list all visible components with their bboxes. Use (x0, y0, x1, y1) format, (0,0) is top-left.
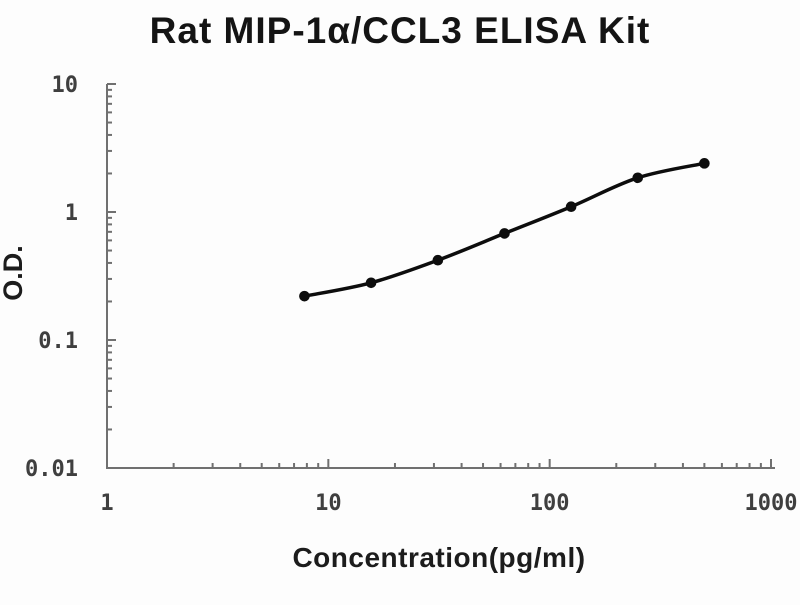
chart-title: Rat MIP-1α/CCL3 ELISA Kit (149, 10, 651, 51)
data-point-marker (299, 290, 310, 302)
x-tick-label: 1 (100, 491, 113, 516)
y-tick-label: 10 (52, 73, 79, 98)
y-tick-label: 0.01 (25, 457, 78, 482)
data-point-marker (699, 158, 710, 169)
data-point-marker (499, 228, 510, 239)
y-tick-label: 1 (65, 201, 78, 226)
y-axis-title: O.D. (0, 245, 28, 301)
data-point-marker (432, 254, 444, 266)
data-point-marker (632, 172, 644, 184)
x-tick-label: 100 (530, 491, 570, 516)
x-tick-label: 10 (315, 491, 342, 516)
data-point-marker (565, 201, 577, 213)
y-tick-label: 0.1 (38, 329, 78, 354)
x-axis-title: Concentration(pg/ml) (292, 542, 586, 573)
x-tick-label: 1000 (745, 491, 798, 516)
data-point-marker (365, 277, 377, 289)
